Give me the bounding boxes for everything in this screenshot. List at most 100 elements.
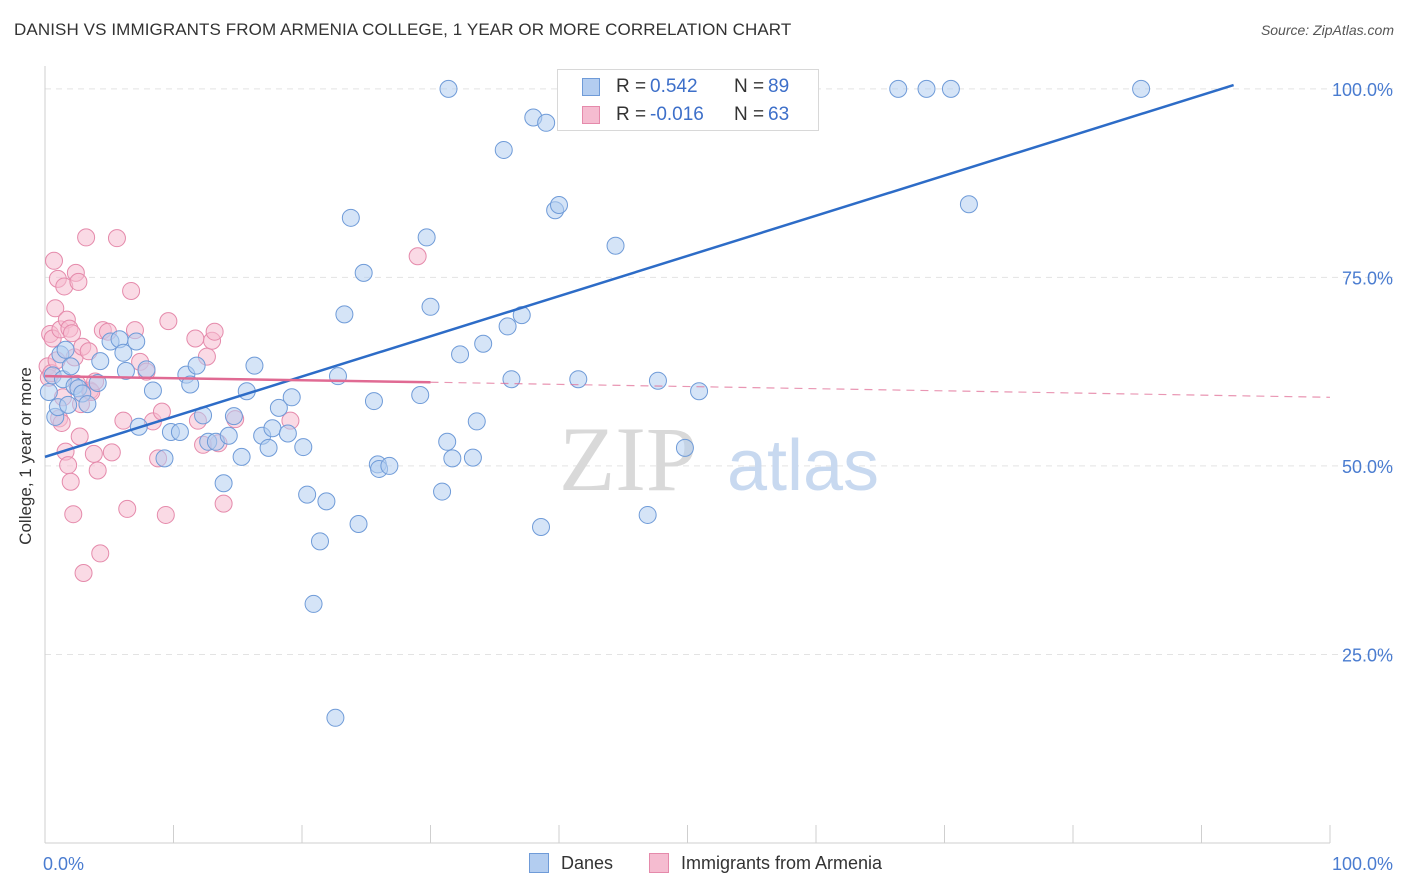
armenia-point xyxy=(91,544,110,563)
danes-n-label: N = xyxy=(734,76,765,97)
armenia-point xyxy=(214,494,233,513)
armenia-point xyxy=(84,444,103,463)
danes-point xyxy=(78,395,97,414)
danes-point xyxy=(187,356,206,375)
armenia-point xyxy=(61,472,80,491)
axes xyxy=(44,66,1331,844)
armenia-point xyxy=(102,443,121,462)
danes-point xyxy=(341,208,360,227)
danes-point xyxy=(304,594,323,613)
danes-point xyxy=(439,79,458,98)
armenia-point xyxy=(62,324,81,343)
correlation-legend: R = 0.542 N = 89 R = -0.016 N = 63 xyxy=(557,69,819,131)
danes-point xyxy=(438,432,457,451)
danes-point xyxy=(451,345,470,364)
danes-point xyxy=(550,195,568,214)
danes-point xyxy=(675,438,694,457)
danes-point xyxy=(232,447,251,466)
danes-point xyxy=(349,514,368,533)
danes-point xyxy=(214,474,233,493)
danes-r-value: 0.542 xyxy=(650,76,698,97)
watermark-atlas: atlas xyxy=(727,426,879,506)
danes-point xyxy=(433,482,452,501)
danes-point xyxy=(259,438,278,457)
y-tick-label-25: 25.0% xyxy=(1342,645,1393,665)
danes-point xyxy=(170,422,189,441)
danes-point xyxy=(298,485,317,504)
danes-point xyxy=(959,195,978,214)
danes-point xyxy=(690,382,709,401)
danes-point xyxy=(532,518,551,537)
armenia-point xyxy=(74,564,93,583)
danes-point xyxy=(335,305,354,324)
danes-point xyxy=(39,383,58,402)
danes-point xyxy=(917,79,936,98)
danes-point xyxy=(467,412,486,431)
armenia-point xyxy=(186,329,205,348)
danes-point xyxy=(889,79,908,98)
danes-point xyxy=(380,456,399,475)
armenia-point xyxy=(70,427,89,446)
armenia-trend-extension xyxy=(430,381,1331,398)
armenia-r-label: R = xyxy=(616,104,647,125)
armenia-point xyxy=(46,299,65,318)
danes-legend-swatch xyxy=(529,853,549,873)
watermark-zip: ZIP xyxy=(559,408,697,510)
danes-point xyxy=(326,708,345,727)
danes-point xyxy=(502,370,521,389)
armenia-legend-swatch xyxy=(649,853,669,873)
danes-point xyxy=(137,360,156,379)
danes-point xyxy=(114,343,133,362)
danes-trend-line xyxy=(44,83,1234,459)
danes-point xyxy=(638,505,657,524)
danes-point xyxy=(56,340,75,359)
watermark: ZIP atlas xyxy=(559,408,879,510)
danes-point xyxy=(310,532,329,551)
danes-point xyxy=(364,392,383,411)
danes-point xyxy=(61,357,80,376)
x-tick-label-min: 0.0% xyxy=(43,854,84,874)
danes-point xyxy=(143,381,162,400)
danes-point xyxy=(463,448,482,467)
danes-point xyxy=(245,356,264,375)
armenia-point xyxy=(69,272,88,291)
danes-point xyxy=(569,370,588,389)
y-tick-label-50: 50.0% xyxy=(1342,457,1393,477)
danes-point xyxy=(648,371,667,390)
armenia-point xyxy=(44,251,63,270)
danes-point xyxy=(494,140,513,159)
tick-labels: 25.0% 50.0% 75.0% 100.0% 0.0% 100.0% xyxy=(43,80,1393,874)
danes-n-value: 89 xyxy=(768,76,790,97)
danes-point xyxy=(317,492,336,511)
armenia-r-value: -0.016 xyxy=(650,104,704,125)
armenia-point xyxy=(159,312,178,331)
danes-point xyxy=(181,375,200,394)
danes-point xyxy=(1132,79,1151,98)
chart-title: DANISH VS IMMIGRANTS FROM ARMENIA COLLEG… xyxy=(14,20,792,39)
danes-point xyxy=(421,297,440,316)
armenia-point xyxy=(122,281,141,300)
danes-point xyxy=(354,263,373,282)
danes-point xyxy=(941,79,960,98)
x-tick-label-max: 100.0% xyxy=(1332,854,1393,874)
grid-lines xyxy=(45,88,1393,655)
danes-legend-label: Danes xyxy=(561,853,614,873)
danes-point xyxy=(91,352,110,371)
armenia-point xyxy=(88,461,107,480)
danes-point xyxy=(88,373,107,392)
armenia-swatch xyxy=(582,106,600,124)
danes-point xyxy=(498,317,517,336)
danes-swatch xyxy=(582,78,600,96)
danes-point xyxy=(417,228,436,247)
danes-points xyxy=(39,79,1151,727)
armenia-n-label: N = xyxy=(734,104,765,125)
armenia-point xyxy=(107,229,126,248)
danes-point xyxy=(328,367,347,386)
danes-point xyxy=(263,419,282,438)
danes-point xyxy=(443,449,462,468)
armenia-point xyxy=(59,456,78,475)
danes-point xyxy=(127,332,146,351)
danes-point xyxy=(155,449,174,468)
trend-lines xyxy=(44,83,1331,459)
